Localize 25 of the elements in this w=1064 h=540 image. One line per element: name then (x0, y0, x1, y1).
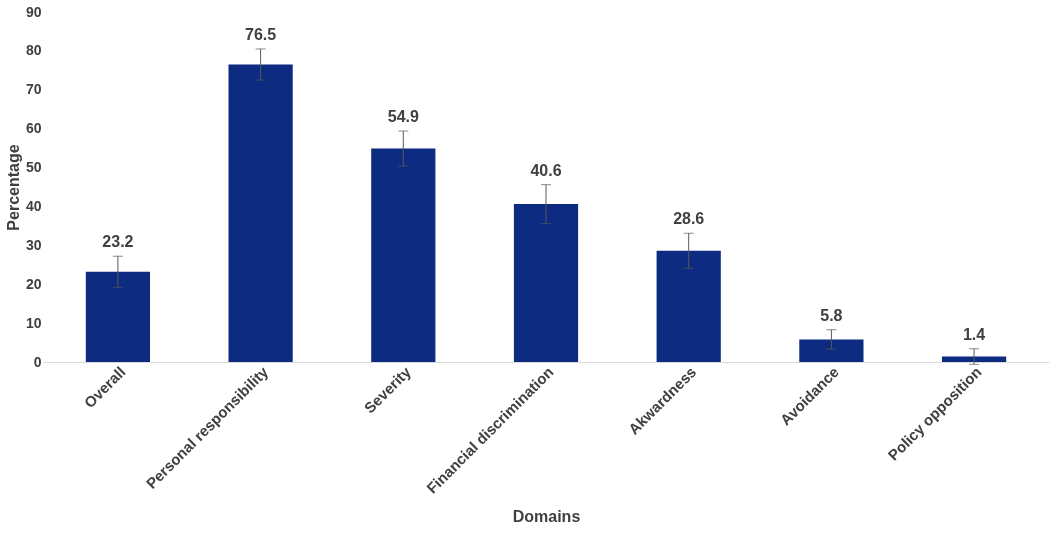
y-tick-label: 70 (25, 81, 42, 98)
bar (799, 339, 864, 362)
data-label: 76.5 (245, 25, 277, 43)
bar (371, 148, 436, 362)
data-label: 28.6 (673, 210, 705, 228)
data-label: 54.9 (387, 108, 419, 125)
bar (85, 271, 151, 362)
bar (513, 204, 579, 362)
y-axis-title: Percentage (4, 144, 22, 231)
y-tick-label: 80 (25, 42, 42, 59)
y-tick-label: 50 (25, 159, 42, 176)
data-label: 23.2 (102, 233, 134, 251)
y-tick-label: 20 (25, 275, 42, 292)
y-tick-label: 10 (25, 314, 42, 331)
bar (656, 250, 721, 362)
data-label: 5.8 (820, 306, 843, 324)
data-label: 1.4 (962, 325, 986, 343)
y-tick-label: 30 (25, 236, 42, 253)
x-axis-title: Domains (512, 507, 581, 525)
y-tick-label: 90 (25, 3, 42, 20)
data-label: 40.6 (530, 161, 562, 179)
y-tick-label: 60 (25, 120, 42, 137)
bar (228, 64, 293, 362)
y-tick-label: 40 (25, 197, 42, 214)
y-tick-label: 0 (33, 353, 42, 370)
